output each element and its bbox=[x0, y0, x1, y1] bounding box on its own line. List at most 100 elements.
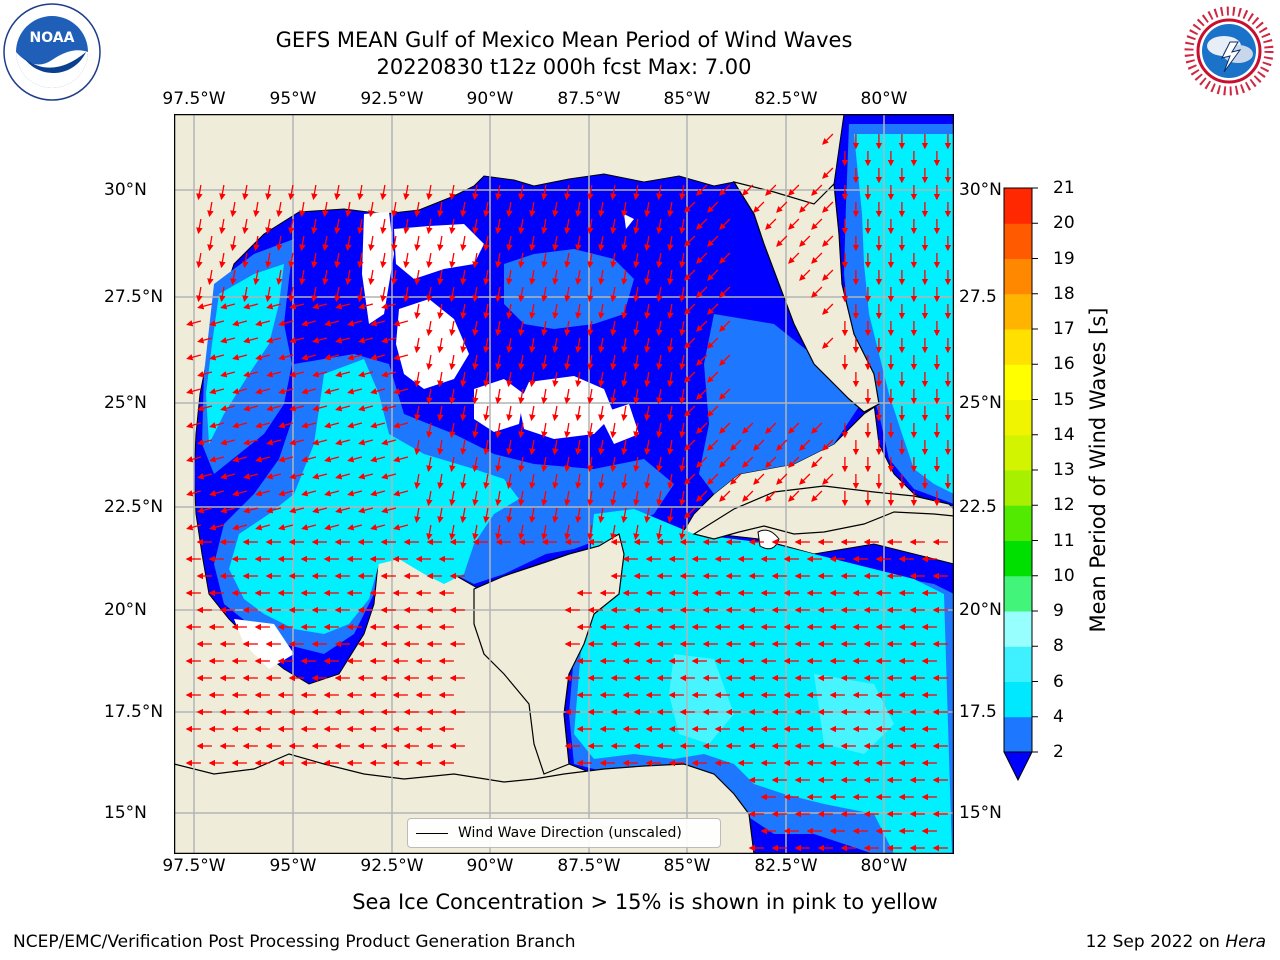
wind-wave-arrow bbox=[644, 473, 651, 490]
wind-wave-arrow bbox=[301, 524, 317, 531]
wind-wave-arrow bbox=[541, 490, 548, 507]
wind-wave-arrow bbox=[575, 269, 582, 286]
colorbar-bin bbox=[1004, 223, 1032, 259]
colorbar-bin bbox=[1004, 646, 1032, 682]
wind-wave-arrow bbox=[196, 218, 203, 235]
wind-wave-arrow bbox=[707, 405, 719, 417]
wind-wave-arrow bbox=[186, 388, 202, 395]
wind-wave-arrow bbox=[483, 337, 490, 354]
wind-wave-arrow bbox=[289, 303, 305, 310]
wind-wave-arrow bbox=[541, 388, 548, 405]
colorbar-bin bbox=[1004, 575, 1032, 612]
wind-wave-arrow bbox=[324, 422, 340, 429]
wind-wave-arrow bbox=[518, 252, 525, 269]
noaa-logo: NOAA bbox=[3, 3, 101, 101]
wind-wave-arrow bbox=[644, 439, 651, 456]
wind-wave-arrow bbox=[288, 286, 295, 303]
wind-wave-arrow bbox=[707, 337, 719, 349]
wind-wave-arrow bbox=[265, 218, 272, 235]
wind-wave-arrow bbox=[667, 235, 674, 252]
wind-wave-arrow bbox=[449, 490, 456, 507]
wind-wave-arrow bbox=[610, 286, 617, 303]
wind-wave-arrow bbox=[266, 371, 282, 378]
wind-wave-arrow bbox=[312, 303, 328, 310]
wind-wave-arrow bbox=[776, 439, 788, 451]
wind-wave-arrow bbox=[822, 303, 834, 315]
lon-tick-top: 97.5°W bbox=[162, 89, 226, 109]
wind-wave-arrow bbox=[610, 524, 617, 541]
wind-wave-arrow bbox=[299, 201, 306, 218]
wind-wave-arrow bbox=[437, 439, 444, 456]
wind-wave-arrow bbox=[684, 303, 696, 315]
wind-wave-arrow bbox=[186, 320, 202, 327]
wind-wave-arrow bbox=[656, 524, 663, 541]
colorbar bbox=[1003, 187, 1038, 782]
wind-wave-arrow bbox=[472, 456, 479, 473]
wind-wave-arrow bbox=[266, 405, 282, 412]
wind-wave-arrow bbox=[403, 218, 410, 235]
wind-wave-arrow bbox=[265, 252, 272, 269]
wind-wave-arrow bbox=[289, 507, 305, 514]
wind-wave-arrow bbox=[324, 320, 340, 327]
wind-wave-arrow bbox=[587, 184, 594, 201]
wind-wave-arrow bbox=[564, 490, 571, 507]
wind-wave-arrow bbox=[506, 405, 513, 422]
wind-wave-arrow bbox=[788, 252, 800, 264]
wind-wave-arrow bbox=[633, 456, 640, 473]
wind-wave-arrow bbox=[483, 405, 490, 422]
wind-wave-arrow bbox=[719, 252, 731, 264]
wind-wave-arrow bbox=[347, 490, 363, 497]
wind-wave-arrow bbox=[529, 337, 536, 354]
wind-wave-arrow bbox=[288, 184, 295, 201]
wind-wave-arrow bbox=[707, 201, 719, 213]
wind-wave-arrow bbox=[633, 184, 640, 201]
wind-wave-arrow bbox=[335, 473, 351, 480]
wind-wave-arrow bbox=[587, 388, 594, 405]
wind-wave-arrow bbox=[232, 354, 248, 361]
wind-wave-arrow bbox=[232, 456, 248, 463]
wind-wave-arrow bbox=[334, 252, 341, 269]
wind-wave-arrow bbox=[730, 473, 742, 485]
wind-wave-arrow bbox=[656, 286, 663, 303]
wind-wave-arrow bbox=[335, 507, 351, 514]
wind-wave-arrow bbox=[381, 303, 397, 310]
wind-wave-arrow bbox=[242, 252, 249, 269]
wind-wave-arrow bbox=[335, 337, 351, 344]
wind-wave-arrow bbox=[541, 218, 548, 235]
wind-wave-arrow bbox=[552, 303, 559, 320]
wind-wave-arrow bbox=[472, 286, 479, 303]
lon-tick-top: 87.5°W bbox=[557, 89, 621, 109]
wind-wave-arrow bbox=[506, 507, 513, 524]
wind-wave-arrow bbox=[719, 286, 731, 298]
wind-wave-arrow bbox=[541, 252, 548, 269]
wind-wave-arrow bbox=[358, 371, 374, 378]
colorbar-label: 13 bbox=[1053, 460, 1075, 480]
yucatan-land bbox=[473, 533, 625, 775]
colorbar-bin bbox=[1004, 681, 1032, 718]
wind-wave-arrow bbox=[811, 490, 823, 502]
map-legend: Wind Wave Direction (unscaled) bbox=[407, 818, 721, 848]
wind-wave-arrow bbox=[380, 252, 387, 269]
wind-wave-arrow bbox=[822, 133, 834, 145]
wind-wave-arrow bbox=[656, 490, 663, 507]
wind-wave-arrow bbox=[679, 456, 686, 473]
wind-wave-arrow bbox=[696, 354, 708, 366]
wind-wave-arrow bbox=[472, 184, 479, 201]
wind-wave-arrow bbox=[656, 388, 663, 405]
wind-wave-arrow bbox=[719, 218, 731, 230]
wind-wave-arrow bbox=[552, 337, 559, 354]
wind-wave-arrow bbox=[679, 320, 686, 337]
wind-wave-arrow bbox=[426, 490, 433, 507]
wind-wave-arrow bbox=[719, 184, 731, 196]
wind-wave-arrow bbox=[598, 235, 605, 252]
wind-wave-arrow bbox=[242, 286, 249, 303]
wind-wave-arrow bbox=[243, 303, 259, 310]
wind-wave-arrow bbox=[587, 524, 594, 541]
wind-wave-arrow bbox=[564, 354, 571, 371]
wind-wave-arrow bbox=[644, 507, 651, 524]
wind-wave-arrow bbox=[472, 388, 479, 405]
wind-wave-arrow bbox=[358, 439, 374, 446]
wind-wave-arrow bbox=[220, 473, 236, 480]
wind-wave-arrow bbox=[368, 201, 375, 218]
wind-wave-arrow bbox=[742, 456, 754, 468]
